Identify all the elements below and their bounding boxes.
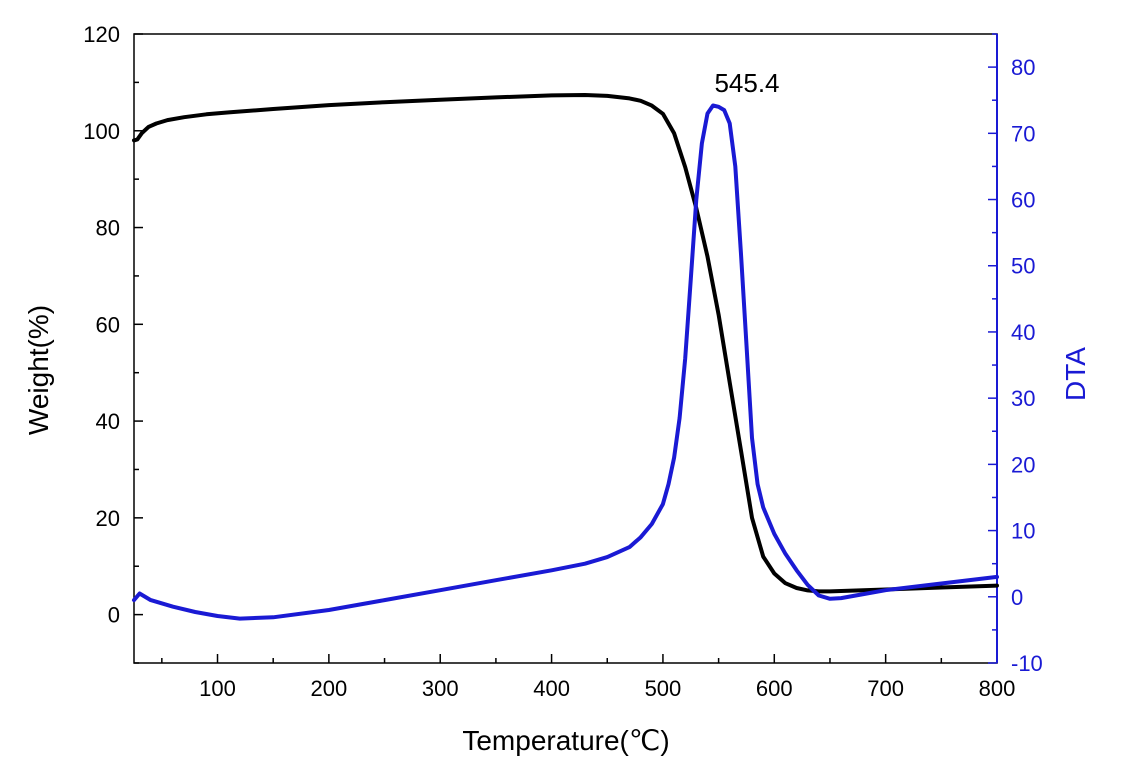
dta-series-line [132,103,999,621]
x-tick-label: 500 [645,676,682,701]
y2-tick-label: 0 [1011,585,1023,610]
y-tick-label: 100 [83,119,120,144]
y-tick-label: 40 [96,409,120,434]
series-layer [132,93,999,621]
y-tick-label: 0 [108,603,120,628]
y-axis-title: Weight(%) [23,305,54,435]
y2-tick-label: 30 [1011,386,1035,411]
y2-tick-label: 10 [1011,519,1035,544]
weight-series-line [132,93,999,594]
x-tick-label: 400 [533,676,570,701]
y-tick-label: 80 [96,216,120,241]
y2-axis-ticks: -10 0 10 20 30 40 50 60 70 80 [988,33,1043,676]
x-tick-label: 300 [422,676,459,701]
y-tick-label: 60 [96,312,120,337]
y2-tick-label: 70 [1011,121,1035,146]
y2-tick-label: 80 [1011,55,1035,80]
x-tick-label: 700 [867,676,904,701]
y-tick-label: 120 [83,22,120,47]
peak-annotation: 545.4 [714,68,779,98]
x-tick-label: 600 [756,676,793,701]
x-axis-ticks: 100 200 300 400 500 600 700 800 [161,654,1016,701]
x-tick-label: 200 [311,676,348,701]
y2-tick-label: 40 [1011,320,1035,345]
y2-tick-label: -10 [1011,651,1043,676]
y2-axis-title: DTA [1060,347,1091,401]
y2-tick-label: 50 [1011,254,1035,279]
y2-tick-label: 20 [1011,452,1035,477]
y-axis-ticks: 0 20 40 60 80 100 120 [83,22,143,664]
x-tick-label: 100 [199,676,236,701]
y-tick-label: 20 [96,506,120,531]
y2-tick-label: 60 [1011,188,1035,213]
x-tick-label: 800 [979,676,1016,701]
x-axis-title: Temperature(℃) [462,725,669,756]
